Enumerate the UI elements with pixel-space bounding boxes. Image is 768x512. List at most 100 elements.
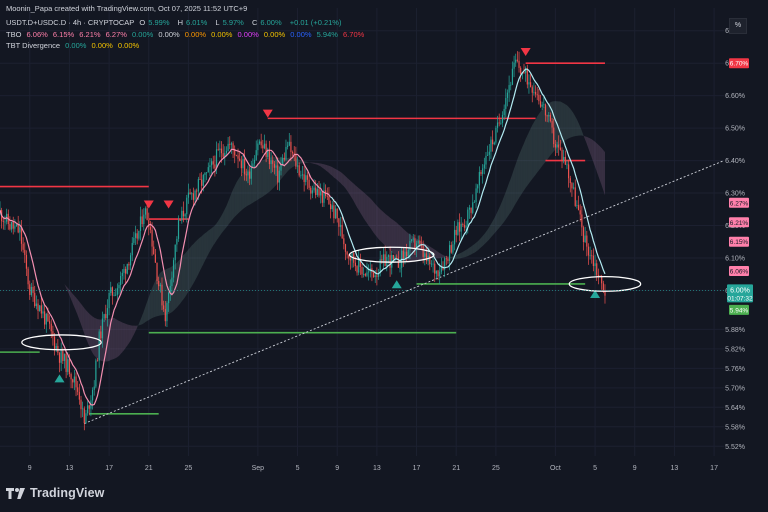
cloud-segment — [499, 204, 501, 228]
candle-body — [361, 266, 363, 275]
candle-body — [406, 251, 408, 257]
cloud-segment — [583, 135, 586, 140]
cloud-segment — [520, 146, 523, 196]
cloud-segment — [82, 305, 85, 334]
tradingview-wordmark: TradingView — [30, 486, 105, 500]
candle-body — [434, 263, 436, 274]
cloud-segment — [71, 291, 73, 304]
candle-body — [472, 202, 474, 213]
candle-body — [143, 214, 145, 225]
cloud-segment — [186, 249, 189, 295]
cloud-segment — [319, 163, 321, 167]
candle-body — [161, 284, 163, 306]
candle-body — [187, 192, 190, 198]
candle-body — [141, 216, 143, 225]
cloud-segment — [241, 173, 243, 211]
candle-body — [430, 263, 433, 265]
cloud-segment — [285, 157, 288, 174]
candle-body — [528, 82, 530, 85]
cloud-segment — [226, 201, 229, 228]
cloud-segment — [477, 239, 480, 251]
candle-body — [20, 227, 23, 244]
candle-body — [404, 251, 406, 259]
cloud-segment — [153, 280, 156, 318]
cloud-segment — [603, 150, 605, 196]
cloud-segment — [196, 238, 199, 278]
candle-body — [496, 122, 499, 128]
cloud-segment — [601, 148, 604, 191]
candle-body — [439, 271, 441, 277]
cloud-segment — [353, 183, 356, 205]
cloud-segment — [411, 235, 414, 263]
candle-body — [258, 141, 261, 144]
cloud-segment — [257, 162, 260, 200]
candle-body — [553, 127, 555, 145]
candle-body — [467, 209, 469, 226]
cloud-segment — [525, 135, 528, 188]
candle-body — [410, 239, 413, 242]
candle-body — [85, 413, 87, 424]
candle-body — [215, 149, 218, 169]
time-axis-label: 5 — [296, 465, 300, 472]
candle-body — [329, 203, 332, 210]
candle-body — [260, 141, 262, 146]
cloud-segment — [23, 226, 25, 229]
candle-body — [561, 149, 563, 161]
candle-body — [113, 294, 115, 296]
candle-body — [432, 263, 434, 265]
candle-body — [151, 229, 153, 247]
cloud-segment — [59, 278, 62, 281]
buy-signal-triangle — [590, 289, 601, 298]
cloud-segment — [36, 247, 39, 251]
candle-body — [447, 258, 449, 262]
cloud-segment — [188, 247, 191, 292]
cloud-segment — [535, 116, 538, 175]
cloud-segment — [457, 253, 460, 259]
cloud-segment — [497, 207, 500, 230]
candle-body — [374, 275, 376, 278]
cloud-segment — [495, 211, 498, 232]
candle-body — [303, 174, 305, 183]
candle-body — [363, 274, 365, 275]
price-badge — [729, 197, 749, 208]
candle-body — [247, 171, 249, 176]
cloud-segment — [211, 226, 214, 249]
candle-body — [480, 171, 482, 174]
candle-body — [478, 171, 480, 186]
candle-body — [349, 258, 352, 261]
candle-body — [338, 218, 340, 227]
cloud-segment — [375, 203, 377, 237]
cloud-segment — [206, 230, 209, 258]
candle-body — [290, 141, 292, 153]
buy-signal-triangle — [54, 374, 65, 383]
cloud-segment — [365, 193, 367, 224]
cloud-segment — [438, 251, 440, 259]
tbt-divergence-legend[interactable]: TBT Divergence 0.00% 0.00% 0.00% — [6, 41, 140, 50]
candle-body — [559, 147, 561, 150]
candle-body — [326, 195, 328, 197]
cloud-segment — [517, 154, 520, 201]
candle-body — [465, 225, 467, 228]
candle-body — [341, 224, 343, 239]
candle-body — [538, 94, 540, 102]
candle-body — [172, 260, 175, 278]
cloud-segment — [223, 209, 225, 232]
cloud-segment — [489, 224, 491, 240]
tbo-legend[interactable]: TBO 6.06% 6.15% 6.21% 6.27% 0.00% 0.00% … — [6, 30, 365, 39]
chart-credit: Moonin_Papa created with TradingView.com… — [6, 4, 248, 13]
cloud-segment — [565, 104, 567, 141]
candle-body — [27, 268, 29, 285]
candle-body — [191, 193, 193, 195]
candle-body — [222, 153, 224, 157]
sell-signal-triangle — [520, 47, 531, 56]
candle-body — [300, 175, 302, 177]
cloud-segment — [130, 325, 133, 341]
cloud-segment — [312, 162, 315, 164]
cloud-segment — [586, 136, 589, 149]
candle-body — [462, 223, 464, 225]
time-axis-label: 9 — [28, 465, 32, 472]
candle-body — [55, 346, 57, 350]
cloud-segment — [439, 252, 442, 259]
percent-scale-button[interactable]: % — [729, 18, 747, 34]
